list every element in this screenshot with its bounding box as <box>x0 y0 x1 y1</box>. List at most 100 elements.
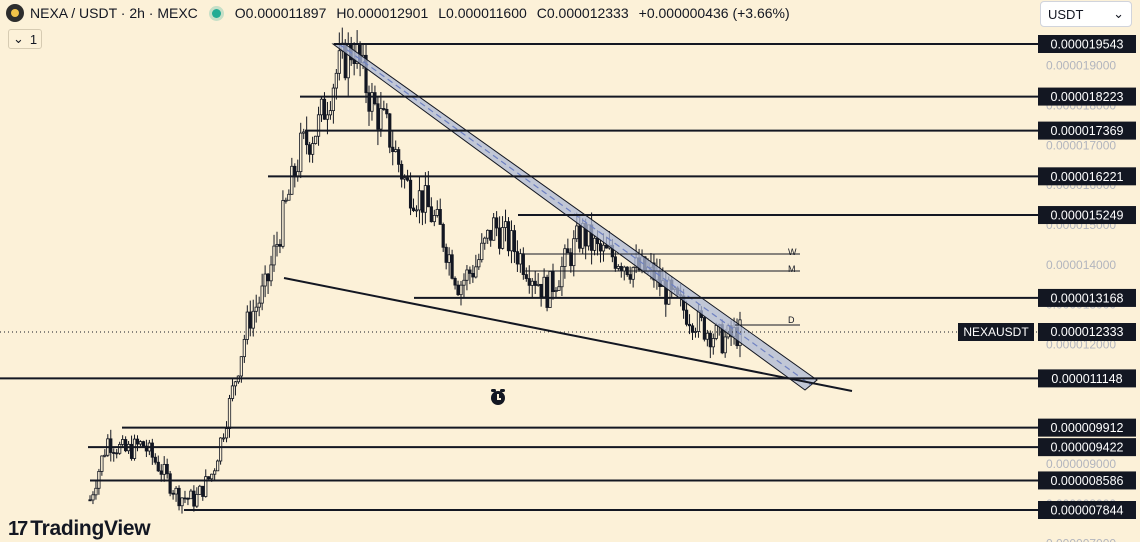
candle-body <box>492 217 496 241</box>
candle-body <box>135 438 140 445</box>
candle-body <box>414 209 419 212</box>
level-tag-text: 0.000009422 <box>1051 441 1124 455</box>
candle-body <box>370 92 374 112</box>
candle-body <box>518 253 522 265</box>
candle-body <box>444 246 448 263</box>
candle-body <box>177 487 181 507</box>
candle-body <box>290 165 294 195</box>
candle-body <box>708 332 712 348</box>
candle-body <box>592 237 597 251</box>
support-trendline[interactable] <box>283 277 853 392</box>
candle-body <box>411 207 416 211</box>
candle-body <box>132 438 137 459</box>
candle-body <box>364 54 368 94</box>
candle-body <box>287 193 291 201</box>
candle-body <box>316 114 321 137</box>
candle-body <box>221 437 226 440</box>
candle-body <box>331 87 335 112</box>
candle-body <box>435 209 439 216</box>
level-tag-text: 0.000016221 <box>1051 170 1124 184</box>
tradingview-logo[interactable]: 17 TradingView <box>8 517 151 541</box>
candle-body <box>578 225 582 249</box>
currency-select[interactable]: USDT ⌄ <box>1040 1 1132 27</box>
candle-body <box>156 461 160 472</box>
candle-body <box>213 470 217 475</box>
candle-body <box>512 230 517 253</box>
candle-body <box>192 490 196 507</box>
horizontal-levels[interactable]: 0.0000195430.0000182230.0000173690.00001… <box>0 35 1136 519</box>
candle-body <box>465 269 469 281</box>
candle-body <box>622 266 626 272</box>
candle-body <box>308 144 312 155</box>
level-tag-text: 0.000017369 <box>1051 124 1124 138</box>
candle-body <box>468 269 472 274</box>
candle-body <box>420 190 425 213</box>
last-price-tag-text: 0.000012333 <box>1051 325 1124 339</box>
candle-body <box>432 215 436 223</box>
currency-value: USDT <box>1048 6 1084 22</box>
candle-body <box>319 98 324 116</box>
candle-body <box>313 135 318 144</box>
candle-body <box>483 237 487 244</box>
candle-body <box>417 190 422 211</box>
market-status-icon[interactable] <box>211 8 221 18</box>
price-axis-label: 0.000017000 <box>1046 138 1116 152</box>
ohlc-readout: O0.000011897 H0.000012901 L0.000011600 C… <box>235 5 790 21</box>
level-tag <box>1038 167 1136 186</box>
candle-body <box>284 199 288 202</box>
price-axis-label: 0.000014000 <box>1046 258 1116 272</box>
candle-body <box>382 108 386 110</box>
candle-body <box>239 356 243 377</box>
level-tag <box>1038 501 1136 519</box>
candle-body <box>266 273 270 282</box>
indicator-toggle[interactable]: ⌄ 1 <box>8 29 43 49</box>
tradingview-mark-icon: 17 <box>8 517 28 540</box>
candle-body <box>604 244 609 249</box>
candle-body <box>702 317 706 340</box>
candle-body <box>426 185 430 208</box>
candle-body <box>227 398 232 429</box>
candle-body <box>447 254 451 263</box>
level-tag <box>1038 35 1136 53</box>
candle-body <box>495 217 499 229</box>
candle-body <box>575 225 579 240</box>
candle-body <box>201 485 205 497</box>
level-w-label: W <box>788 247 797 257</box>
candle-body <box>195 493 199 507</box>
candle-body <box>328 110 333 116</box>
candle-body <box>450 254 454 279</box>
candle-body <box>121 439 125 445</box>
candle-body <box>293 165 297 178</box>
candle-body <box>150 442 154 458</box>
candle-body <box>278 244 282 247</box>
candle-body <box>477 259 481 268</box>
candle-body <box>216 460 220 472</box>
candle-body <box>557 286 561 291</box>
candle-body <box>438 209 442 225</box>
alarm-clock-icon[interactable] <box>491 389 505 405</box>
candle-body <box>162 463 166 475</box>
candle-body <box>705 332 709 340</box>
candle-body <box>429 206 433 223</box>
candle-body <box>503 221 508 228</box>
candle-body <box>527 278 531 286</box>
candle-body <box>453 277 457 286</box>
candle-body <box>334 72 338 89</box>
symbol-price-tag: NEXAUSDT 0.000012333 <box>958 323 1136 341</box>
candle-body <box>251 310 255 329</box>
candle-body <box>103 454 107 457</box>
close-value: C0.000012333 <box>536 5 629 21</box>
candle-body <box>471 273 475 278</box>
candle-body <box>242 339 246 358</box>
candle-body <box>696 310 701 332</box>
level-tag <box>1038 288 1136 307</box>
candle-body <box>189 490 193 500</box>
candle-body <box>385 108 389 115</box>
level-tag <box>1038 438 1136 457</box>
candle-body <box>480 242 484 261</box>
candle-body <box>631 267 635 280</box>
candle-body <box>598 243 603 252</box>
symbol-title[interactable]: NEXA / USDT · 2h · MEXC <box>30 5 198 21</box>
candle-body <box>183 497 187 500</box>
